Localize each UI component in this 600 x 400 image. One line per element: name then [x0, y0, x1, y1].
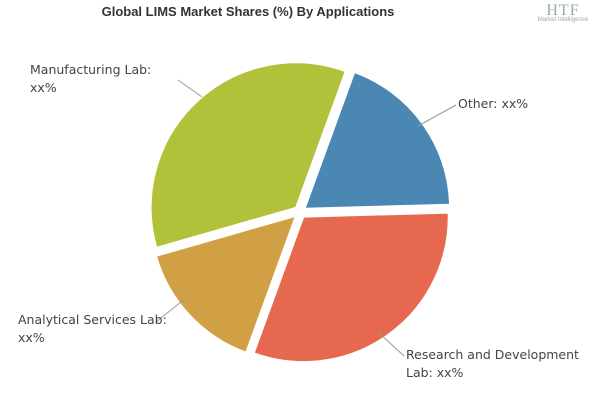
- slice-label: Research and Development Lab: xx%: [406, 347, 579, 380]
- logo-name: HTF: [546, 2, 580, 19]
- leader-line: [377, 331, 405, 357]
- leader-line: [155, 297, 187, 323]
- leader-line: [417, 104, 457, 127]
- pie-slice: [155, 214, 297, 354]
- leader-line: [177, 79, 203, 98]
- slice-label: Other: xx%: [458, 96, 529, 111]
- slice-label: Manufacturing Lab: xx%: [30, 62, 152, 95]
- logo-tagline: Market Intelligence: [537, 17, 589, 23]
- logo: HTF Market Intelligence: [528, 2, 598, 23]
- pie-slice: [252, 212, 450, 363]
- slice-label: Analytical Services Lab: xx%: [18, 312, 167, 345]
- pie-slice: [150, 61, 347, 249]
- chart-title: Global LIMS Market Shares (%) By Applica…: [102, 4, 395, 19]
